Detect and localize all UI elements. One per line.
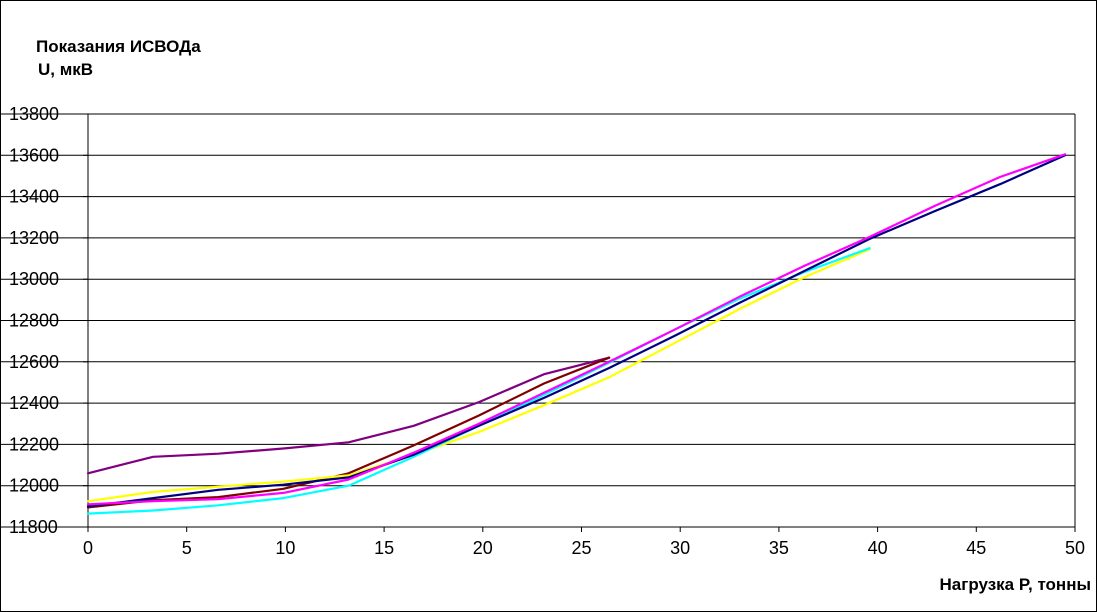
x-axis-title: Нагрузка P, тонны [939, 575, 1091, 594]
y-tick-label-12800: 12800 [9, 311, 59, 331]
x-tick-label-10: 10 [275, 538, 295, 558]
y-axis-title-line-2: U, мкВ [38, 60, 94, 79]
x-tick-label-35: 35 [769, 538, 789, 558]
grid-layer [0, 113, 1075, 528]
series-line-1 [86, 356, 611, 475]
x-tick-label-20: 20 [473, 538, 493, 558]
y-tick-label-13600: 13600 [9, 145, 59, 165]
series-line-5 [86, 154, 1067, 508]
y-tick-label-13400: 13400 [9, 187, 59, 207]
series-line-6 [86, 153, 1067, 506]
axis-layer [83, 113, 1076, 532]
y-axis-title-line-1: Показания ИСВОДа [36, 37, 201, 56]
x-tick-label-40: 40 [868, 538, 888, 558]
y-tick-label-12000: 12000 [9, 476, 59, 496]
y-tick-label-13200: 13200 [9, 228, 59, 248]
x-tick-label-0: 0 [83, 538, 93, 558]
x-tick-label-45: 45 [966, 538, 986, 558]
series-line-3 [86, 248, 871, 503]
x-tick-label-5: 5 [182, 538, 192, 558]
y-tick-label-12200: 12200 [9, 434, 59, 454]
x-tick-label-25: 25 [571, 538, 591, 558]
series-line-4 [86, 247, 871, 515]
y-tick-label-12600: 12600 [9, 352, 59, 372]
tick-label-layer: 11800 12000 12200 12400 12600 12800 13000 13200… [9, 104, 1085, 558]
y-tick-label-13800: 13800 [9, 104, 59, 124]
x-tick-label-50: 50 [1065, 538, 1085, 558]
y-tick-label-12400: 12400 [9, 393, 59, 413]
y-tick-label-13000: 13000 [9, 269, 59, 289]
y-tick-label-11800: 11800 [9, 517, 58, 537]
x-tick-label-30: 30 [670, 538, 690, 558]
series-line-2 [86, 356, 611, 509]
series-layer [86, 153, 1067, 515]
x-tick-label-15: 15 [374, 538, 394, 558]
